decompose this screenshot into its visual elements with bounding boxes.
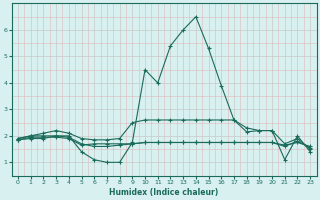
X-axis label: Humidex (Indice chaleur): Humidex (Indice chaleur) [109, 188, 219, 197]
